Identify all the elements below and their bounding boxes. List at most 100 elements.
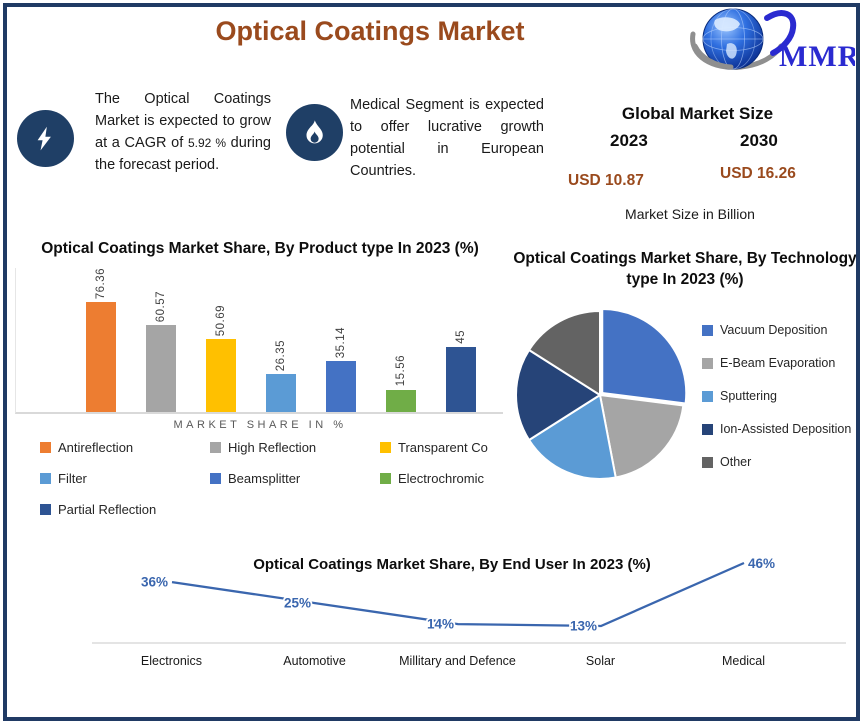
legend-swatch: [702, 324, 713, 336]
market-size-year-2030: 2030: [740, 131, 778, 150]
bar-value-label: 76.36: [95, 268, 107, 300]
bar: [86, 302, 116, 412]
legend-swatch: [702, 456, 713, 468]
legend-swatch: [210, 473, 221, 484]
technology-pie-chart: Optical Coatings Market Share, By Techno…: [512, 248, 858, 483]
point-value-label: 25%: [284, 596, 311, 611]
legend-swatch: [210, 442, 221, 453]
legend-item: Antireflection: [40, 440, 210, 455]
globe-icon: MMR: [690, 8, 859, 73]
enduser-line-chart: Optical Coatings Market Share, By End Us…: [12, 548, 852, 688]
bar-group: 26.35: [251, 268, 311, 412]
bar: [386, 389, 416, 412]
legend-label: High Reflection: [228, 440, 317, 455]
pie-slice: [528, 394, 617, 480]
legend-item: Vacuum Deposition: [702, 323, 851, 337]
x-category-label: Medical: [721, 654, 766, 668]
market-size-panel: Global Market Size 2023 2030 USD 10.87 U…: [560, 104, 855, 229]
legend-item: Ion-Assisted Deposition: [702, 422, 851, 436]
bar: [206, 339, 236, 412]
logo-text: MMR: [779, 40, 855, 73]
legend-label: Sputtering: [720, 389, 777, 403]
cagr-text-after: during the forecast period.: [95, 135, 271, 173]
bar-value-label: 15.56: [395, 355, 407, 387]
bar-group: 15.56: [371, 268, 431, 412]
bar-value-label: 60.57: [155, 290, 167, 322]
bar-group: 60.57: [131, 268, 191, 412]
pie-plot-area: [515, 308, 688, 480]
market-size-title: Global Market Size: [621, 104, 774, 123]
market-size-value-2023: USD 10.87: [568, 172, 644, 189]
legend-label: Filter: [58, 471, 87, 486]
lightning-icon: [17, 110, 74, 167]
bar: [266, 374, 296, 412]
bar-group: 50.69: [191, 268, 251, 412]
point-value-label: 36%: [141, 575, 168, 590]
bar-xaxis-label: MARKET SHARE IN %: [173, 419, 347, 431]
legend-label: Partial Reflection: [58, 502, 157, 517]
flame-icon: [286, 104, 343, 161]
mmr-logo: MMR: [687, 6, 859, 78]
legend-label: E-Beam Evaporation: [720, 356, 836, 370]
bar-legend: Antireflection High Reflection Transparent…: [10, 440, 510, 517]
legend-item: Transparent Co: [380, 440, 510, 455]
bar: [146, 324, 176, 412]
legend-item: Other: [702, 455, 851, 469]
point-value-label: 13%: [570, 619, 597, 634]
bar: [446, 347, 476, 412]
line-categories: Electronics Automotive Millitary and Defen…: [100, 654, 815, 668]
trend-line: [171, 561, 745, 628]
product-bar-chart: Optical Coatings Market Share, By Produc…: [10, 238, 510, 517]
legend-label: Electrochromic: [398, 471, 484, 486]
legend-swatch: [40, 473, 51, 484]
legend-item: Sputtering: [702, 389, 851, 403]
point-value-label: 46%: [748, 556, 775, 571]
medical-insight-text: Medical Segment is expected to offer luc…: [350, 97, 544, 179]
legend-label: Other: [720, 455, 752, 469]
legend-item: Filter: [40, 471, 210, 486]
legend-swatch: [380, 473, 391, 484]
legend-swatch: [40, 442, 51, 453]
legend-item: Beamsplitter: [210, 471, 380, 486]
x-category-label: Solar: [585, 654, 616, 668]
legend-label: Transparent Co: [398, 440, 488, 455]
legend-swatch: [702, 357, 713, 369]
pie-legend: Vacuum Deposition E-Beam Evaporation Sputt…: [702, 307, 851, 483]
legend-swatch: [702, 390, 713, 402]
legend-label: Beamsplitter: [228, 471, 301, 486]
legend-swatch: [40, 504, 51, 515]
legend-item: Partial Reflection: [40, 502, 210, 517]
bar-value-label: 35.14: [335, 327, 347, 359]
pie-chart-title: Optical Coatings Market Share, By Techno…: [513, 250, 857, 288]
cagr-value: 5.92 %: [187, 136, 226, 150]
cagr-text-before: The Optical Coatings Market is expected …: [95, 91, 271, 151]
legend-swatch: [380, 442, 391, 453]
bar-value-label: 26.35: [275, 339, 287, 372]
page-title: Optical Coatings Market: [215, 16, 525, 46]
legend-item: E-Beam Evaporation: [702, 356, 851, 370]
x-category-label: Millitary and Defence: [399, 654, 516, 668]
x-category-label: Automotive: [283, 654, 346, 668]
legend-swatch: [702, 423, 713, 435]
legend-label: Vacuum Deposition: [720, 323, 828, 337]
line-chart-title: Optical Coatings Market Share, By End Us…: [253, 556, 651, 573]
bar-plot-area: 76.36 60.57 50.69 26.35 35.14 15.56 45: [15, 268, 503, 414]
bar-chart-title: Optical Coatings Market Share, By Produc…: [41, 240, 479, 257]
pie-slice: [528, 310, 601, 396]
legend-item: Electrochromic: [380, 471, 510, 486]
legend-label: Antireflection: [58, 440, 134, 455]
bar-group: 76.36: [71, 268, 131, 412]
pie-slice: [601, 308, 688, 405]
market-size-value-2030: USD 16.26: [720, 165, 796, 182]
legend-item: High Reflection: [210, 440, 380, 455]
bar: [326, 361, 356, 412]
market-size-caption: Market Size in Billion: [625, 206, 755, 222]
bar-value-label: 50.69: [215, 304, 227, 336]
cagr-insight-text: The Optical Coatings Market is expected …: [95, 88, 271, 176]
bar-value-label: 45: [455, 330, 467, 345]
line-plot-area: 36% 25% 14% 13% 46%: [92, 554, 846, 644]
point-value-label: 14%: [427, 617, 454, 632]
bar-group: 45: [431, 268, 491, 412]
pie-slice: [599, 394, 685, 479]
